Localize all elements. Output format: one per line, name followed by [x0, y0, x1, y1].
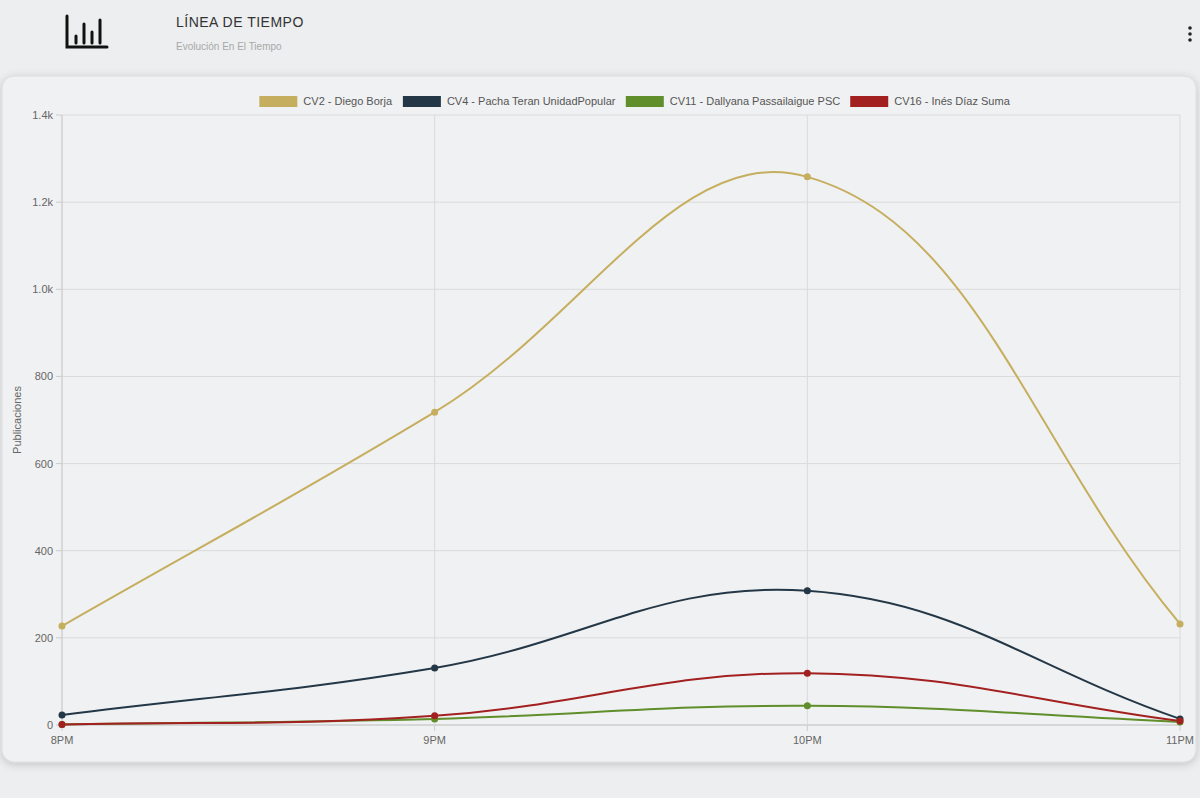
legend-label: CV11 - Dallyana Passailaigue PSC	[670, 95, 840, 107]
series-point	[431, 664, 438, 671]
tick-label: 600	[35, 458, 53, 470]
grid-line-x	[434, 115, 435, 725]
icon-bar	[91, 32, 94, 43]
series-line	[62, 706, 1180, 725]
grid-line-x	[1180, 115, 1181, 725]
tick-mark-x	[434, 725, 435, 731]
series-line	[62, 172, 1180, 626]
grid-line	[62, 289, 1180, 290]
tick-mark-x	[1180, 725, 1181, 731]
legend-item: CV16 - Inés Díaz Suma	[850, 95, 1010, 107]
menu-button[interactable]	[1188, 26, 1192, 42]
grid-line	[62, 115, 1180, 116]
grid-line	[62, 550, 1180, 551]
tick-mark	[56, 550, 62, 551]
legend-swatch	[850, 96, 888, 107]
legend-label: CV4 - Pacha Teran UnidadPopular	[447, 95, 616, 107]
tick-mark	[56, 463, 62, 464]
menu-dot	[1188, 38, 1192, 42]
chart-root: LÍNEA DE TIEMPO Evolución En El Tiempo 0 20…	[0, 0, 1200, 798]
series-point	[1177, 718, 1184, 725]
tick-label: 0	[47, 719, 53, 731]
y-ticks: 0 200 400 600 800 1.0k 1.2k 1.4k	[32, 109, 62, 731]
header-title: LÍNEA DE TIEMPO	[176, 14, 304, 30]
grid-line-x	[62, 115, 63, 725]
tick-label: 800	[35, 370, 53, 382]
tick-mark	[56, 376, 62, 377]
series-point	[431, 712, 438, 719]
tick-mark-x	[807, 725, 808, 731]
grid-line-x	[807, 115, 808, 725]
series-point	[804, 173, 811, 180]
series-line	[62, 673, 1180, 724]
grid-line	[62, 637, 1180, 638]
tick-mark	[56, 202, 62, 203]
series-point	[804, 587, 811, 594]
grid-line	[62, 725, 1180, 726]
tick-mark	[56, 637, 62, 638]
legend-swatch	[403, 96, 441, 107]
series-point	[804, 702, 811, 709]
plot-marks	[59, 172, 1184, 728]
tick-label-x: 8PM	[51, 734, 74, 746]
card	[2, 76, 1196, 762]
grid	[62, 115, 1180, 725]
grid-line	[62, 376, 1180, 377]
icon-axis	[67, 16, 107, 47]
legend-label: CV2 - Diego Borja	[303, 95, 393, 107]
series-point	[431, 409, 438, 416]
series-point	[59, 721, 66, 728]
tick-label: 1.2k	[32, 196, 53, 208]
tick-label-x: 10PM	[793, 734, 822, 746]
series-point	[804, 670, 811, 677]
tick-label-x: 11PM	[1166, 734, 1194, 746]
legend-swatch	[259, 96, 297, 107]
legend-item: CV4 - Pacha Teran UnidadPopular	[403, 95, 616, 107]
header-icon	[67, 16, 107, 47]
series-point	[59, 721, 66, 728]
tick-mark	[56, 115, 62, 116]
grid-line	[62, 202, 1180, 203]
y-axis-title: Publicaciones	[11, 386, 23, 454]
header-subtitle: Evolución En El Tiempo	[176, 41, 282, 52]
y-axis-line	[62, 115, 63, 725]
series-point	[1177, 718, 1184, 725]
legend-label: CV16 - Inés Díaz Suma	[894, 95, 1010, 107]
menu-dot	[1188, 26, 1192, 30]
legend-swatch	[626, 96, 664, 107]
series-line	[62, 590, 1180, 719]
x-ticks: 8PM 9PM 10PM 11PM	[51, 725, 1194, 746]
background	[0, 0, 1200, 798]
menu-dot	[1188, 32, 1192, 36]
series-point	[59, 623, 66, 630]
legend-item: CV11 - Dallyana Passailaigue PSC	[626, 95, 840, 107]
tick-label: 1.4k	[32, 109, 53, 121]
tick-label-x: 9PM	[423, 734, 446, 746]
icon-bar	[83, 24, 86, 43]
grid-line	[62, 463, 1180, 464]
series-point	[1177, 620, 1184, 627]
series-point	[59, 711, 66, 718]
tick-mark	[56, 289, 62, 290]
tick-label: 400	[35, 545, 53, 557]
tick-label: 1.0k	[32, 283, 53, 295]
icon-bar	[75, 36, 78, 43]
tick-label: 200	[35, 632, 53, 644]
legend: CV2 - Diego Borja CV4 - Pacha Teran Unida…	[259, 95, 1010, 107]
icon-bar	[99, 20, 102, 43]
legend-item: CV2 - Diego Borja	[259, 95, 393, 107]
